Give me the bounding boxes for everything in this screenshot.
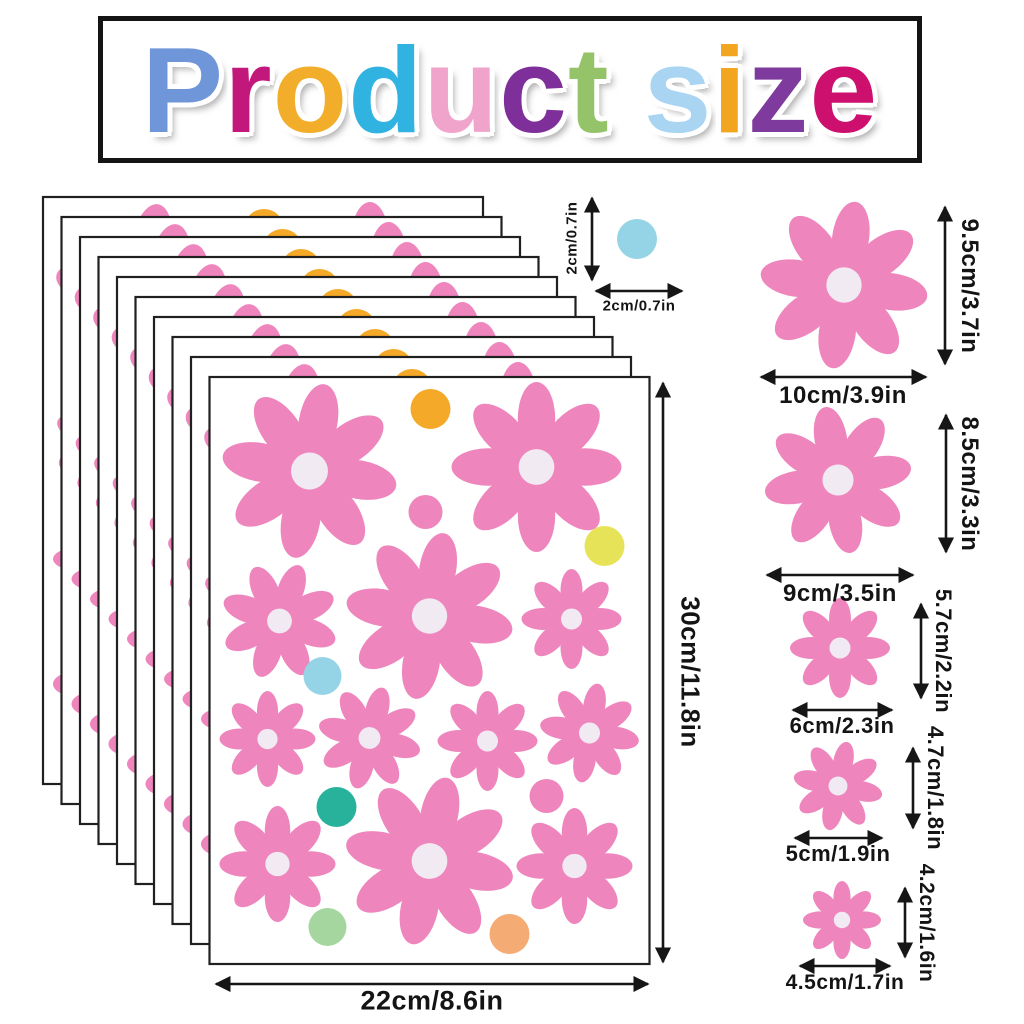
sheet-height-dimension-label: 30cm/11.8in — [675, 596, 706, 748]
title-letter: o — [272, 21, 349, 158]
daisy-flower — [516, 807, 633, 925]
daisy-flower — [803, 881, 881, 959]
flower-width-label: 9cm/3.5in — [783, 580, 897, 607]
daisy-flower — [760, 201, 928, 369]
daisy-flower — [521, 569, 622, 669]
daisy-flower — [219, 805, 336, 923]
daisy-flower — [346, 533, 513, 699]
title-letter: z — [747, 21, 810, 158]
title-letter: s — [643, 21, 713, 158]
daisy-flower — [346, 777, 513, 945]
polka-dot — [308, 908, 347, 946]
flower-height-label: 4.7cm/1.8in — [923, 725, 948, 851]
daisy-flower — [319, 687, 420, 789]
title-letter: d — [348, 21, 424, 158]
sticker-sheet — [208, 375, 651, 966]
daisy-flower — [437, 691, 538, 791]
title-letter: P — [141, 21, 225, 158]
flower-height-label: 8.5cm/3.3in — [956, 416, 983, 552]
flower-height-label: 5.7cm/2.2in — [931, 588, 956, 714]
flower-height-label: 4.2cm/1.6in — [915, 863, 938, 983]
flower-5cm-size-diagram — [793, 741, 883, 831]
polka-dot — [303, 657, 342, 695]
sticker-sheet-stack — [41, 195, 651, 966]
dot-sticker-sample — [617, 219, 657, 259]
dot-width-dimension-label: 2cm/0.7in — [602, 297, 676, 315]
flower-width-label: 10cm/3.9in — [779, 382, 907, 409]
flower-9cm-size-diagram — [764, 406, 912, 554]
flower-width-label: 5cm/1.9in — [785, 841, 891, 866]
daisy-flower — [223, 565, 336, 677]
polka-dot — [408, 495, 443, 529]
title-letter: t — [568, 21, 610, 158]
daisy-flower — [540, 683, 639, 783]
polka-dot — [584, 526, 625, 566]
daisy-flower — [219, 691, 316, 787]
flower-4.5cm-size-diagram — [803, 881, 881, 959]
daisy-flower — [222, 384, 397, 558]
sheet-width-dimension-label: 22cm/8.6in — [360, 985, 504, 1016]
title-letter: u — [423, 21, 500, 158]
polka-dot — [316, 787, 357, 827]
title-letter: i — [712, 21, 748, 158]
flower-10cm-size-diagram — [760, 201, 928, 369]
title-banner: P r o d u c t s i z e — [98, 16, 922, 163]
title-letter: c — [499, 21, 569, 158]
dot-height-dimension-label: 2cm/0.7in — [563, 201, 581, 275]
daisy-flower — [790, 598, 890, 698]
flower-6cm-size-diagram — [790, 598, 890, 698]
daisy-flower — [764, 406, 912, 554]
daisy-flower — [451, 382, 622, 552]
flower-width-label: 4.5cm/1.7in — [785, 971, 905, 994]
polka-dot — [529, 779, 564, 813]
title-letter: r — [224, 21, 273, 158]
flower-width-label: 6cm/2.3in — [789, 713, 895, 738]
polka-dot — [410, 389, 451, 429]
flower-height-label: 9.5cm/3.7in — [956, 218, 983, 354]
polka-dot — [489, 914, 530, 954]
title-letter: e — [809, 21, 879, 158]
page-title: P r o d u c t s i z e — [142, 29, 879, 151]
daisy-flower — [793, 741, 883, 831]
